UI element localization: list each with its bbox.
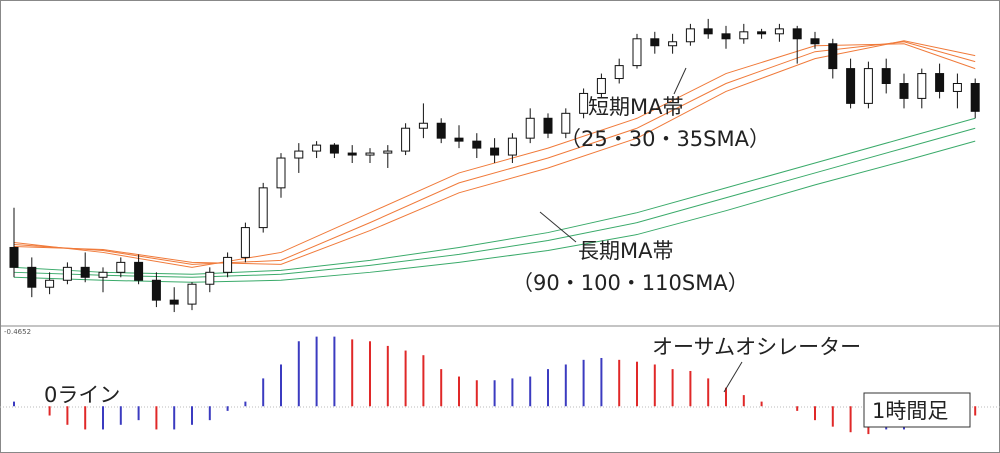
annotation: （90・100・110SMA） (512, 271, 749, 295)
candle-body (543, 117, 553, 134)
ma-line (13, 127, 976, 278)
candle-body (952, 83, 962, 92)
candle-body (810, 38, 820, 45)
candle-body (223, 256, 233, 273)
candle-body (258, 187, 268, 229)
candle-body (899, 83, 909, 99)
candle-body (151, 279, 161, 301)
candle-body (45, 279, 55, 288)
candle-body (9, 246, 19, 268)
candle-body (881, 68, 891, 84)
candle-body (80, 266, 90, 278)
candle-body (187, 283, 197, 305)
pointer (673, 67, 687, 95)
annotation: 短期MA帯 (588, 95, 683, 119)
candle-body (774, 28, 784, 35)
candle-body (472, 140, 482, 149)
candle-body (685, 28, 695, 43)
candle-body (561, 112, 571, 134)
annotation: オーサムオシレーター (652, 335, 861, 359)
timeframe-box (863, 392, 971, 428)
candle-body (134, 261, 144, 281)
candle-body (401, 127, 411, 152)
candle-body (846, 68, 856, 104)
candle-body (970, 83, 980, 112)
candle-body (935, 73, 945, 92)
candle-body (632, 38, 642, 67)
candle-body (792, 28, 802, 40)
candle-body (116, 261, 126, 273)
candle-body (614, 65, 624, 80)
candle-body (828, 43, 838, 70)
candle-body (739, 31, 749, 40)
candle-body (169, 299, 179, 305)
candle-body (668, 41, 678, 47)
candle-body (490, 147, 500, 156)
candle-body (347, 152, 357, 156)
candle-body (27, 266, 37, 288)
candle-body (525, 117, 535, 139)
candle-body (650, 38, 660, 47)
candle-body (98, 271, 108, 278)
candle-body (507, 137, 517, 156)
candle-body (294, 150, 304, 159)
candle-body (205, 271, 215, 285)
candle-body (383, 150, 393, 154)
candle-body (721, 33, 731, 40)
candle-body (312, 144, 322, 152)
candle-body (62, 266, 72, 281)
candle-body (240, 227, 250, 258)
ma-line (13, 117, 976, 275)
annotation: 0ライン (44, 383, 120, 407)
candle-body (596, 78, 606, 94)
candle-body (329, 144, 339, 154)
candle-body (276, 157, 286, 189)
marks (9, 18, 980, 435)
candle-body (365, 152, 375, 156)
pointer (539, 211, 577, 243)
candle-body (917, 73, 927, 99)
annotation: （25・30・35SMA） (560, 127, 770, 151)
candle-body (703, 28, 713, 35)
pointer (723, 361, 743, 393)
candle-body (757, 31, 767, 35)
candle-body (436, 122, 446, 139)
candle-body (454, 137, 464, 142)
candle-body (579, 92, 589, 114)
candle-body (863, 68, 873, 104)
annotation: 長期MA帯 (578, 239, 673, 263)
ma-line (13, 140, 976, 283)
oscillator-value: -0.4652 (4, 328, 31, 336)
timeframe: 1時間足 (872, 399, 948, 423)
candle-body (418, 122, 428, 129)
